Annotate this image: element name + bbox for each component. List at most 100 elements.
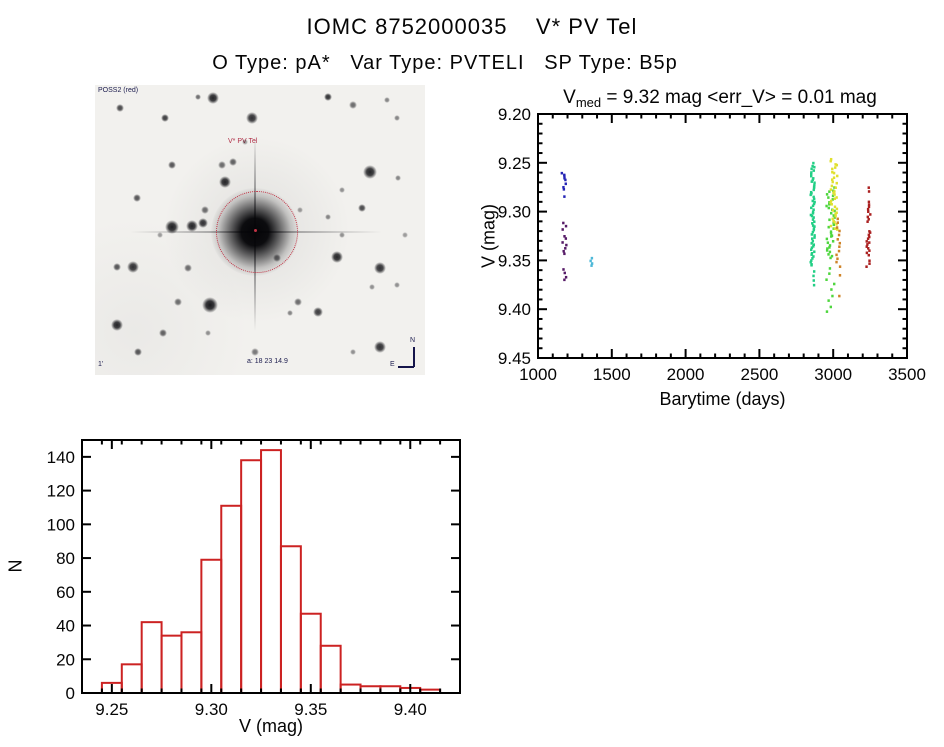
data-point xyxy=(829,256,832,260)
star xyxy=(205,330,211,336)
data-point xyxy=(833,205,837,209)
lc-title-rest: = 9.32 mag <err_V> = 0.01 mag xyxy=(601,87,877,108)
data-point xyxy=(812,169,816,172)
data-point xyxy=(590,262,594,265)
histogram-bar xyxy=(339,683,362,694)
data-point xyxy=(831,294,834,298)
data-point xyxy=(561,241,564,244)
star xyxy=(297,207,303,213)
star xyxy=(207,92,219,104)
data-point xyxy=(811,222,814,225)
data-point xyxy=(829,199,833,203)
data-point xyxy=(813,181,816,185)
data-point xyxy=(866,215,870,219)
data-point xyxy=(829,159,832,163)
scale-label: 1' xyxy=(98,361,104,368)
star xyxy=(218,161,226,169)
data-point xyxy=(828,272,831,275)
data-point xyxy=(834,186,837,189)
data-point xyxy=(867,190,871,193)
data-point xyxy=(833,193,836,196)
data-point xyxy=(813,236,816,239)
coordinates-label: a: 18 23 14.9 xyxy=(247,358,288,365)
data-point xyxy=(562,268,565,271)
x-tick-label: 9.25 xyxy=(95,700,128,719)
compass-north-label: N xyxy=(410,337,416,344)
data-point xyxy=(834,212,837,216)
survey-label: POSS2 (red) xyxy=(98,87,139,94)
target-center-dot xyxy=(254,229,257,232)
data-point xyxy=(811,237,814,240)
data-point xyxy=(830,288,833,291)
data-point xyxy=(829,188,833,191)
star xyxy=(363,165,377,179)
data-point xyxy=(825,204,828,208)
data-point xyxy=(562,249,565,253)
data-point xyxy=(835,226,839,229)
data-point xyxy=(837,249,841,253)
data-point xyxy=(813,220,816,224)
histogram-plot: 9.25 9.30 9.35 9.40 0 20 40 60 80 100 120 140 xyxy=(47,439,461,719)
x-tick-label: 9.35 xyxy=(294,700,327,719)
data-point xyxy=(811,204,815,208)
data-point xyxy=(564,237,568,240)
light-curve-y-axis-label: V (mag) xyxy=(478,203,499,269)
star xyxy=(402,232,408,238)
y-tick-label: 120 xyxy=(47,482,75,501)
data-point xyxy=(828,190,831,193)
data-point xyxy=(867,205,871,209)
data-point xyxy=(563,271,566,275)
x-tick-label: 1500 xyxy=(593,365,631,384)
data-point xyxy=(812,227,816,230)
star xyxy=(395,175,401,181)
histogram-x-axis-label: V (mag) xyxy=(238,716,303,736)
data-point xyxy=(812,188,815,192)
data-point xyxy=(826,247,829,250)
data-point xyxy=(565,243,568,247)
star xyxy=(331,251,343,263)
star xyxy=(394,282,400,288)
data-point xyxy=(827,206,831,210)
data-point xyxy=(832,191,835,195)
data-point xyxy=(810,253,813,256)
finding-chart: POSS2 (red) V* PV Tel a: 18 23 14.9 1' N… xyxy=(95,85,425,375)
data-point xyxy=(829,201,832,205)
data-point xyxy=(811,257,814,260)
histogram-bar xyxy=(319,644,342,694)
star xyxy=(167,160,177,170)
histogram-bar xyxy=(220,504,243,694)
page-subtitle: O Type: pA* Var Type: PVTELI SP Type: B5… xyxy=(212,52,678,74)
data-point xyxy=(813,225,816,228)
star xyxy=(242,139,248,145)
histogram-chart: 9.25 9.30 9.35 9.40 0 20 40 60 80 100 120 140 xyxy=(30,430,480,730)
data-point xyxy=(809,260,812,264)
data-point xyxy=(811,178,814,182)
data-point xyxy=(810,242,813,245)
data-point xyxy=(810,172,813,176)
y-tick-label: 100 xyxy=(47,515,75,534)
data-point xyxy=(867,253,870,257)
data-point xyxy=(867,200,871,204)
data-point xyxy=(825,249,829,252)
data-point xyxy=(836,228,839,231)
data-point xyxy=(810,191,813,195)
star xyxy=(384,97,390,103)
histogram-bar xyxy=(379,685,402,694)
page-title: IOMC 8752000035 V* PV Tel xyxy=(306,14,638,39)
data-point xyxy=(562,185,565,189)
data-point xyxy=(812,245,815,248)
data-point xyxy=(865,240,868,243)
star xyxy=(357,203,367,213)
data-point xyxy=(865,251,869,255)
data-point xyxy=(810,206,813,210)
data-point xyxy=(810,174,813,178)
data-point xyxy=(833,220,836,224)
star xyxy=(394,115,400,121)
data-point xyxy=(812,283,816,287)
histogram-bar xyxy=(240,459,263,694)
star xyxy=(115,103,125,113)
data-point xyxy=(827,299,830,302)
x-tick-label: 2500 xyxy=(740,365,778,384)
data-point xyxy=(833,282,836,286)
data-point xyxy=(834,166,837,169)
